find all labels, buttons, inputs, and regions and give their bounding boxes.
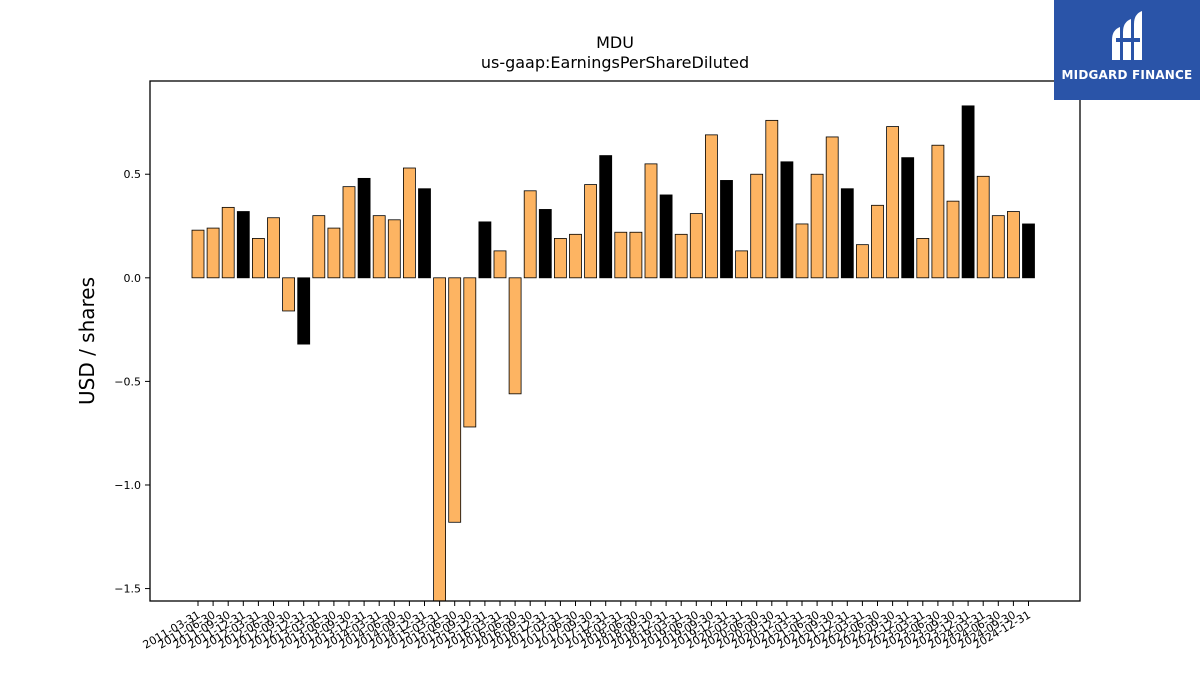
y-tick-label: −0.5 xyxy=(114,375,141,388)
y-tick-label: −1.5 xyxy=(114,583,141,596)
bar-2013-09-30 xyxy=(342,186,356,279)
bar-2023-06-30 xyxy=(931,144,945,279)
bar-2011-09-30 xyxy=(221,206,235,279)
logo-wordmark: MIDGARD FINANCE xyxy=(1061,68,1193,82)
bar-2022-06-30 xyxy=(871,204,884,279)
bar-2017-12-31 xyxy=(599,155,613,279)
midgard-finance-logo: MIDGARD FINANCE xyxy=(1054,0,1200,100)
bar-2014-09-30 xyxy=(402,167,416,279)
bar-2022-09-30 xyxy=(886,126,899,279)
bar-2019-12-31 xyxy=(720,180,733,279)
bar-2011-03-31 xyxy=(191,229,205,279)
chart-subtitle: us-gaap:EarningsPerShareDiluted xyxy=(481,53,749,72)
bar-2020-12-31 xyxy=(780,161,794,279)
bar-2023-09-30 xyxy=(946,200,960,279)
bar-2011-12-31 xyxy=(236,211,250,279)
bar-2022-12-31 xyxy=(901,157,915,279)
bar-2020-06-30 xyxy=(750,173,764,279)
bar-2014-06-30 xyxy=(387,219,401,279)
bars-group xyxy=(191,105,1035,602)
bar-2023-12-31 xyxy=(961,105,975,279)
bar-2022-03-31 xyxy=(856,244,869,279)
bar-2018-12-31 xyxy=(659,194,673,279)
bar-2013-12-31 xyxy=(357,177,371,279)
bar-2014-03-31 xyxy=(372,215,386,279)
bar-2023-03-31 xyxy=(916,238,930,279)
bar-2015-09-30 xyxy=(463,277,477,428)
bar-2021-12-31 xyxy=(840,188,854,279)
bar-2016-12-31 xyxy=(538,209,552,279)
bar-2017-09-30 xyxy=(584,184,597,279)
bar-2015-03-31 xyxy=(433,277,447,602)
bar-2015-06-30 xyxy=(448,277,462,523)
y-ticks-group: −1.5 −1.0 −0.5 0.0 0.5 xyxy=(114,168,150,596)
y-tick-label: 0.5 xyxy=(124,168,142,181)
x-ticks-group: 2011-03-312011-06-302011-09-302011-12-31… xyxy=(141,601,1033,652)
bar-2024-09-30 xyxy=(1007,211,1020,279)
bar-2015-12-31 xyxy=(478,221,492,279)
bar-2013-03-31 xyxy=(312,215,326,279)
bar-2024-12-31 xyxy=(1022,223,1035,279)
bar-2018-03-31 xyxy=(614,231,628,279)
bar-2019-03-31 xyxy=(674,233,688,279)
bar-2020-09-30 xyxy=(765,119,779,279)
bar-2014-12-31 xyxy=(418,188,431,279)
bar-2012-03-31 xyxy=(251,238,265,279)
bar-2020-03-31 xyxy=(735,250,748,279)
bar-2021-03-31 xyxy=(795,223,809,279)
bar-2016-06-30 xyxy=(508,277,522,395)
bar-2019-09-30 xyxy=(705,134,718,279)
y-axis-label: USD / shares xyxy=(75,277,99,405)
bar-2012-09-30 xyxy=(282,277,296,312)
bar-2021-09-30 xyxy=(825,136,839,279)
bar-2016-03-31 xyxy=(493,250,507,279)
bar-2024-03-31 xyxy=(976,175,990,279)
bar-2016-09-30 xyxy=(523,190,537,279)
bar-2011-06-30 xyxy=(206,227,220,279)
bar-2017-06-30 xyxy=(569,233,582,279)
y-tick-label: 0.0 xyxy=(124,272,142,285)
bar-2018-09-30 xyxy=(644,163,658,279)
bar-2013-06-30 xyxy=(327,227,341,279)
plot-frame xyxy=(149,80,1081,602)
bar-2024-06-30 xyxy=(991,215,1005,279)
bar-2018-06-30 xyxy=(629,231,643,279)
bar-2012-06-30 xyxy=(267,217,280,279)
chart-title: MDU xyxy=(596,33,634,52)
bar-2017-03-31 xyxy=(554,238,567,279)
bar-2021-06-30 xyxy=(810,173,824,279)
bar-2019-06-30 xyxy=(689,213,703,279)
midgard-logo-icon xyxy=(1112,11,1142,60)
y-tick-label: −1.0 xyxy=(114,479,141,492)
bar-2012-12-31 xyxy=(297,277,311,345)
